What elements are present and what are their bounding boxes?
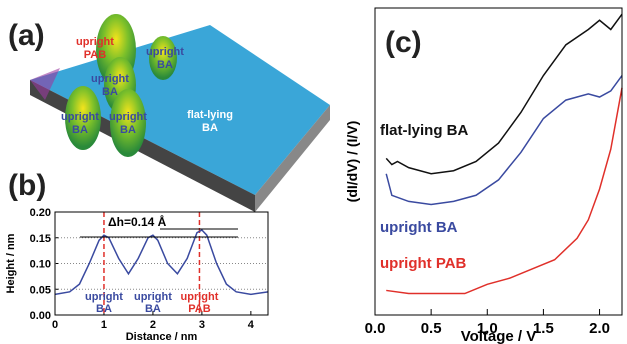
image-annotation: upright <box>146 46 184 58</box>
image-annotation: BA <box>72 124 88 136</box>
peak-label: upright <box>181 291 219 303</box>
y-axis-label: Height / nm <box>5 233 17 293</box>
peak-label: PAB <box>188 303 210 315</box>
annotation: Δh=0.14 Å <box>108 214 167 229</box>
panel-label: (c) <box>385 26 422 59</box>
figure: (a)uprightPABuprightBAuprightBAuprightBA… <box>0 0 627 344</box>
x-tick-label: 3 <box>199 319 205 331</box>
spectrum-line <box>386 76 622 205</box>
peak-label: upright <box>134 291 172 303</box>
legend-label: flat-lying BA <box>380 122 468 139</box>
image-annotation: BA <box>102 86 118 98</box>
panel-label: (b) <box>8 169 46 202</box>
y-tick-label: 0.10 <box>30 259 51 271</box>
image-annotation: flat-lying <box>187 109 233 121</box>
x-tick-label: 1 <box>101 319 107 331</box>
x-tick-label: 4 <box>248 319 255 331</box>
x-axis-label: Voltage / V <box>461 328 537 344</box>
legend-label: upright PAB <box>380 255 467 272</box>
image-annotation: BA <box>202 122 218 134</box>
x-tick-label: 2.0 <box>589 320 610 337</box>
y-tick-label: 0.15 <box>30 233 51 245</box>
image-annotation: upright <box>91 73 129 85</box>
y-tick-label: 0.05 <box>30 284 51 296</box>
x-axis-label: Distance / nm <box>126 331 198 343</box>
image-annotation: BA <box>157 59 173 71</box>
x-tick-label: 2 <box>150 319 156 331</box>
x-tick-label: 0.0 <box>365 320 386 337</box>
peak-label: BA <box>96 303 112 315</box>
y-tick-label: 0.20 <box>30 207 51 219</box>
image-annotation: upright <box>76 36 114 48</box>
x-tick-label: 0.5 <box>421 320 442 337</box>
x-tick-label: 0 <box>52 319 58 331</box>
image-annotation: BA <box>120 124 136 136</box>
y-axis-label: (dI/dV) / (I/V) <box>344 121 360 203</box>
legend-label: upright BA <box>380 219 458 236</box>
panel-label: (a) <box>8 19 45 52</box>
peak-label: BA <box>145 303 161 315</box>
image-annotation: PAB <box>84 49 106 61</box>
image-annotation: upright <box>109 111 147 123</box>
image-annotation: upright <box>61 111 99 123</box>
y-tick-label: 0.00 <box>30 310 51 322</box>
profile-line <box>55 230 268 294</box>
peak-label: upright <box>85 291 123 303</box>
